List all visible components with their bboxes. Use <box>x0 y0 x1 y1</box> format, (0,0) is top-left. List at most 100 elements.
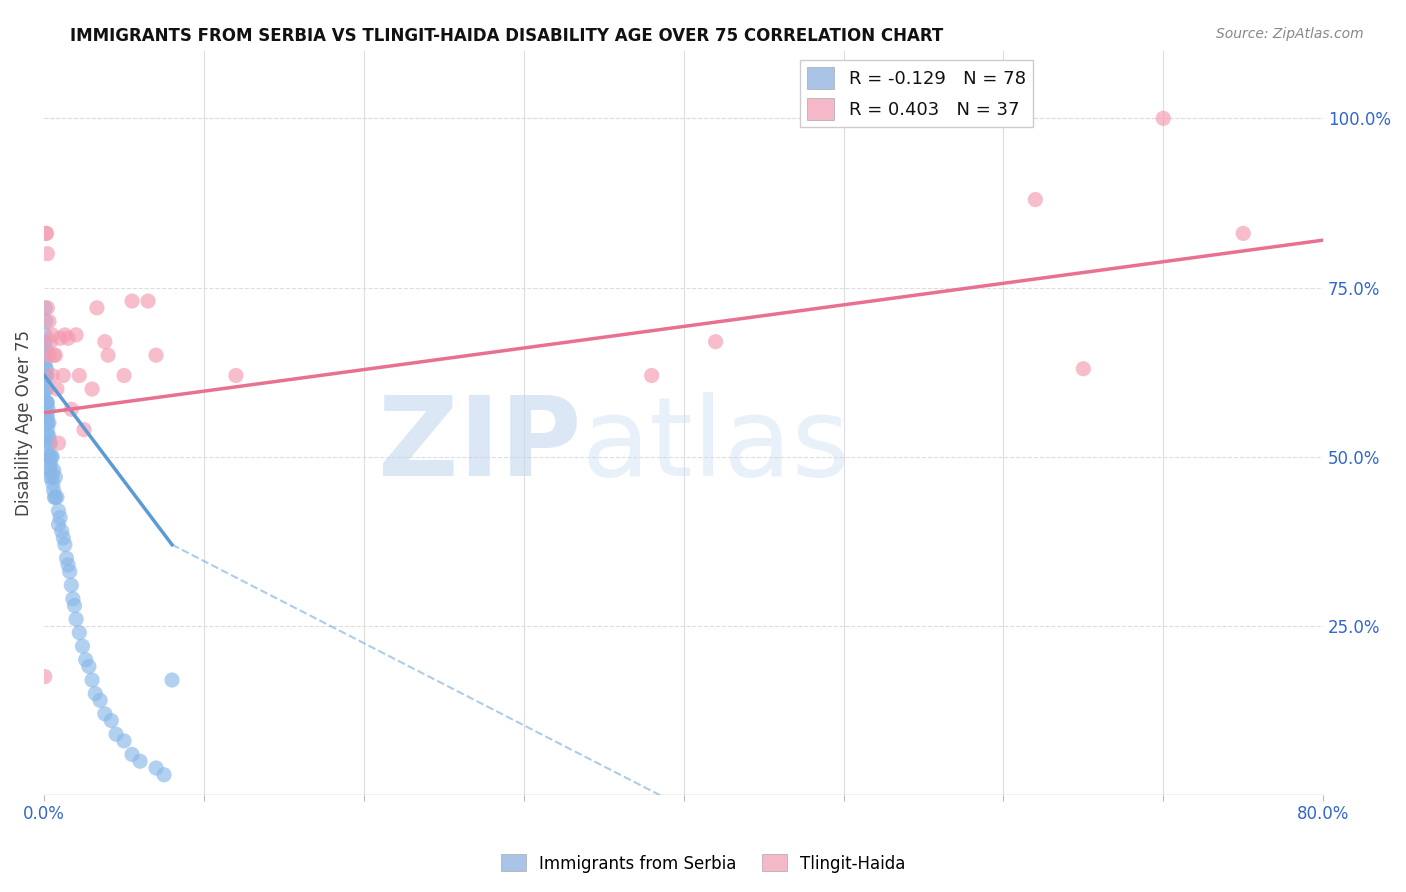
Point <box>38 470 60 484</box>
Point <box>51 524 73 538</box>
Point <box>153 768 176 782</box>
Point <box>37 301 59 315</box>
Point <box>37 450 59 464</box>
Point <box>44 348 66 362</box>
Point <box>72 639 94 653</box>
Point <box>34 348 56 362</box>
Point <box>1152 112 1174 126</box>
Point <box>48 436 70 450</box>
Point <box>39 457 62 471</box>
Point <box>145 348 167 362</box>
Point <box>41 368 63 383</box>
Point <box>38 429 60 443</box>
Point <box>35 368 58 383</box>
Point <box>100 714 122 728</box>
Point <box>35 382 58 396</box>
Point <box>105 727 128 741</box>
Point <box>49 331 72 345</box>
Point <box>52 368 75 383</box>
Point <box>49 510 72 524</box>
Point <box>34 301 56 315</box>
Point <box>65 327 87 342</box>
Point <box>704 334 727 349</box>
Point <box>73 423 96 437</box>
Point <box>34 395 56 409</box>
Point <box>48 504 70 518</box>
Point <box>63 599 86 613</box>
Point <box>34 368 56 383</box>
Point <box>53 538 76 552</box>
Point <box>35 314 58 328</box>
Point <box>35 227 58 241</box>
Legend: R = -0.129   N = 78, R = 0.403   N = 37: R = -0.129 N = 78, R = 0.403 N = 37 <box>800 60 1033 128</box>
Text: atlas: atlas <box>581 392 849 499</box>
Point <box>52 531 75 545</box>
Point <box>42 476 65 491</box>
Point <box>37 402 59 417</box>
Point <box>97 348 120 362</box>
Point <box>37 246 59 260</box>
Point <box>41 470 63 484</box>
Legend: Immigrants from Serbia, Tlingit-Haida: Immigrants from Serbia, Tlingit-Haida <box>494 847 912 880</box>
Point <box>112 368 135 383</box>
Point <box>35 409 58 423</box>
Point <box>160 673 183 687</box>
Point <box>45 382 67 396</box>
Point <box>77 659 100 673</box>
Point <box>41 327 63 342</box>
Point <box>37 436 59 450</box>
Point <box>37 429 59 443</box>
Point <box>129 754 152 768</box>
Point <box>45 491 67 505</box>
Point <box>39 463 62 477</box>
Point <box>1071 361 1094 376</box>
Point <box>94 706 117 721</box>
Point <box>44 491 66 505</box>
Text: Source: ZipAtlas.com: Source: ZipAtlas.com <box>1216 27 1364 41</box>
Point <box>35 342 58 356</box>
Point <box>39 334 62 349</box>
Point <box>94 334 117 349</box>
Point <box>35 416 58 430</box>
Point <box>38 463 60 477</box>
Point <box>1024 193 1046 207</box>
Point <box>55 551 77 566</box>
Point <box>80 382 103 396</box>
Point <box>225 368 247 383</box>
Point <box>62 591 84 606</box>
Point <box>67 625 90 640</box>
Point <box>38 436 60 450</box>
Point <box>35 402 58 417</box>
Point <box>48 517 70 532</box>
Point <box>145 761 167 775</box>
Point <box>35 361 58 376</box>
Point <box>37 423 59 437</box>
Point <box>60 578 83 592</box>
Point <box>136 294 159 309</box>
Point <box>35 382 58 396</box>
Point <box>37 416 59 430</box>
Y-axis label: Disability Age Over 75: Disability Age Over 75 <box>15 330 32 516</box>
Point <box>112 734 135 748</box>
Point <box>34 382 56 396</box>
Point <box>60 402 83 417</box>
Text: ZIP: ZIP <box>378 392 581 499</box>
Point <box>34 361 56 376</box>
Point <box>35 395 58 409</box>
Point <box>42 348 65 362</box>
Point <box>38 450 60 464</box>
Point <box>38 450 60 464</box>
Point <box>38 416 60 430</box>
Point <box>41 450 63 464</box>
Point <box>38 314 60 328</box>
Point <box>121 747 143 762</box>
Point <box>37 395 59 409</box>
Point <box>80 673 103 687</box>
Point <box>39 450 62 464</box>
Point <box>35 395 58 409</box>
Point <box>640 368 662 383</box>
Point <box>44 491 66 505</box>
Point <box>39 436 62 450</box>
Point <box>34 327 56 342</box>
Point <box>42 463 65 477</box>
